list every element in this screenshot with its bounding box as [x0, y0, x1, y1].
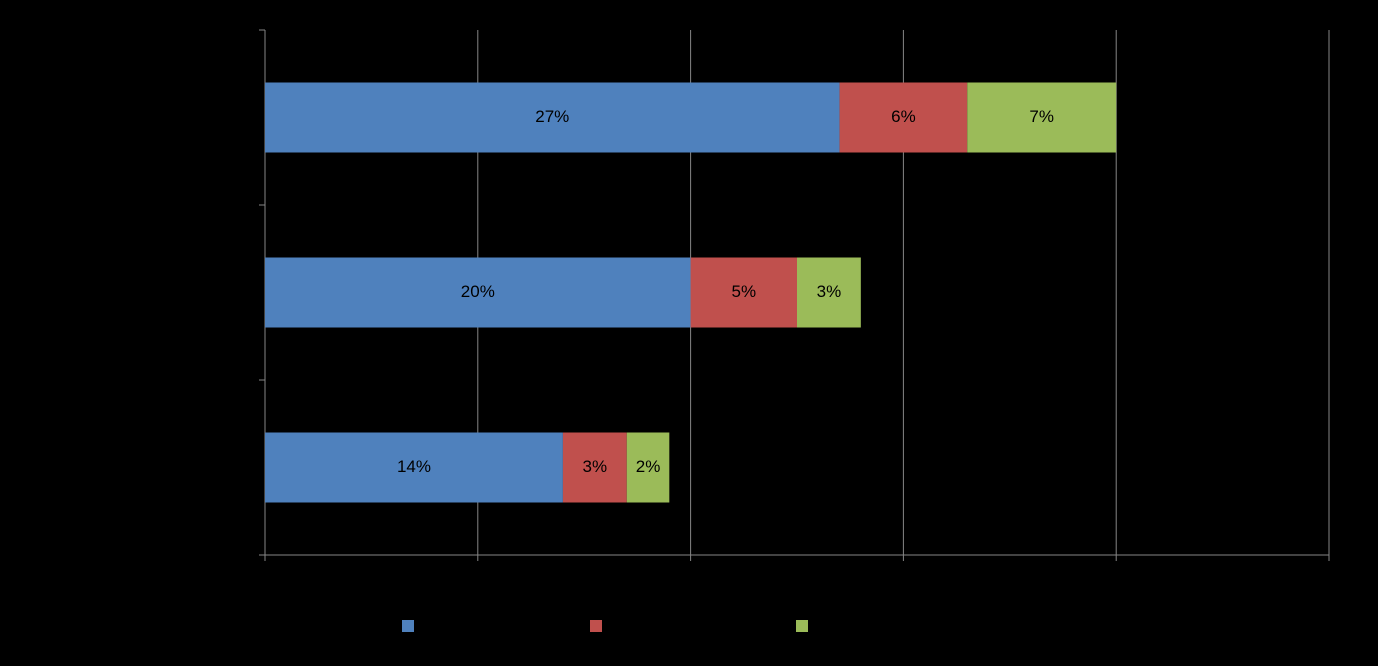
- bar-segment: [265, 257, 691, 328]
- legend-marker: [590, 620, 602, 632]
- bar-segment: [265, 432, 563, 503]
- bar-segment: [626, 432, 670, 503]
- bar-segment: [562, 432, 627, 503]
- bar-segment: [690, 257, 797, 328]
- data-label: 14%: [397, 457, 431, 476]
- bar-segment: [797, 257, 861, 328]
- bar-segment: [967, 82, 1117, 153]
- data-label: 3%: [817, 282, 842, 301]
- legend-marker: [796, 620, 808, 632]
- data-label: 2%: [636, 457, 661, 476]
- bar-segment: [839, 82, 968, 153]
- data-label: 20%: [461, 282, 495, 301]
- data-label: 7%: [1029, 107, 1054, 126]
- data-label: 3%: [583, 457, 608, 476]
- bar-segment: [265, 82, 840, 153]
- data-label: 5%: [732, 282, 757, 301]
- legend-marker: [402, 620, 414, 632]
- data-label: 27%: [535, 107, 569, 126]
- data-label: 6%: [891, 107, 916, 126]
